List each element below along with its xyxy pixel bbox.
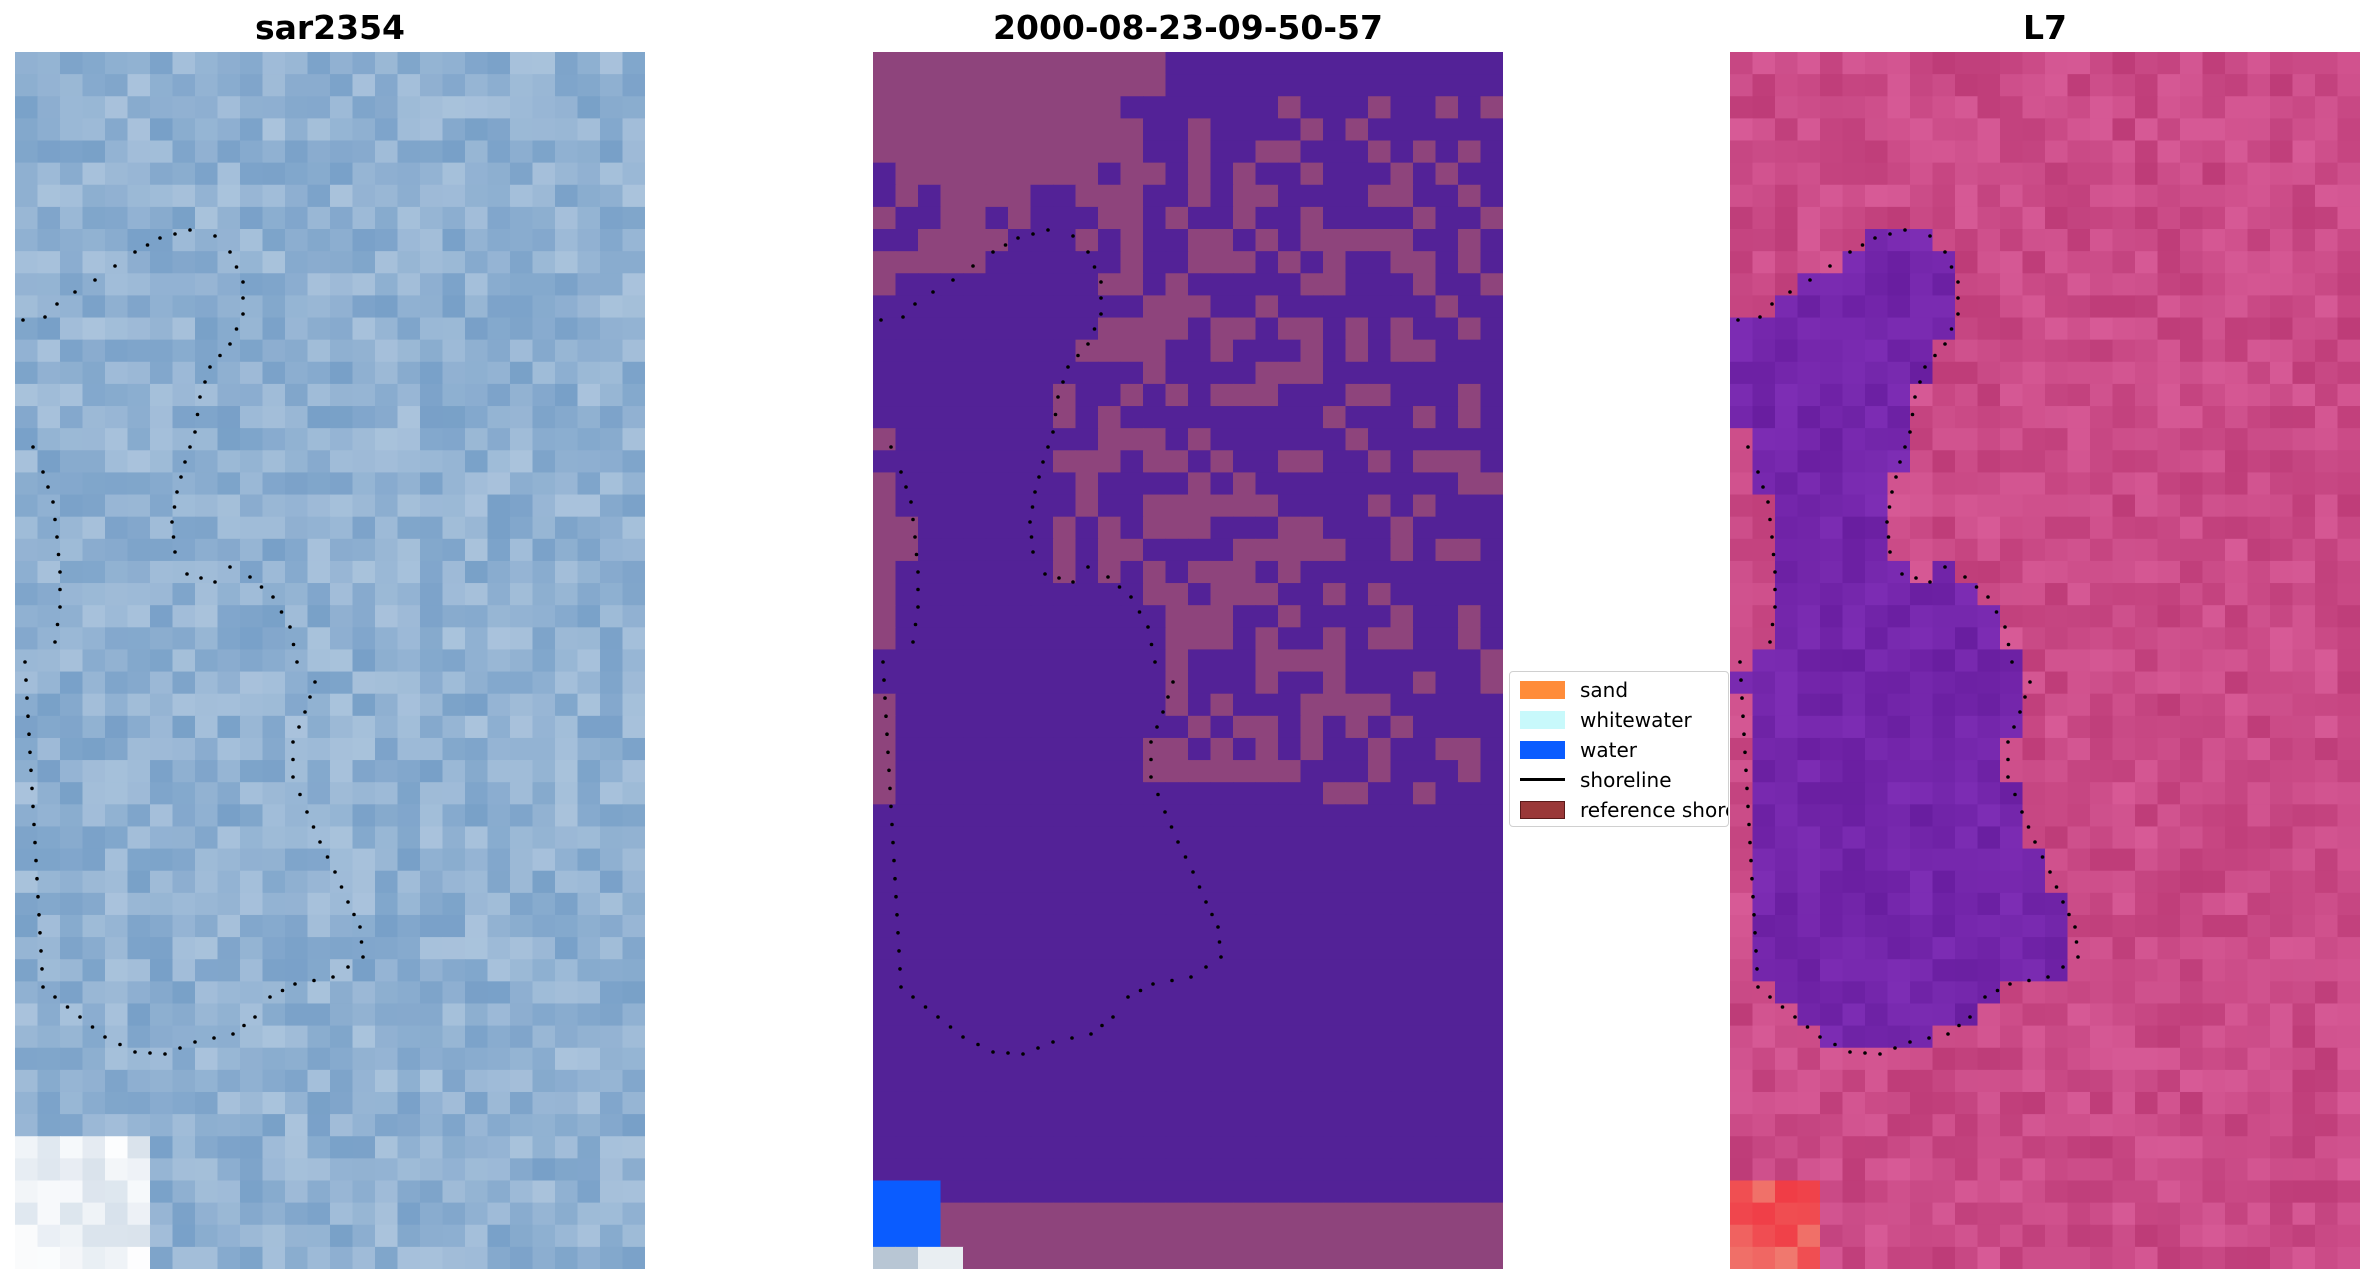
legend-label: shoreline bbox=[1580, 768, 1672, 792]
legend-label: reference shoreline bbox=[1580, 798, 1728, 822]
panel-title: sar2354 bbox=[254, 8, 406, 47]
reference-shoreline-swatch bbox=[1520, 801, 1565, 819]
image-canvas bbox=[1730, 52, 2360, 1269]
legend-label: water bbox=[1580, 738, 1637, 762]
image-canvas bbox=[873, 52, 1503, 1269]
image-canvas bbox=[15, 52, 645, 1269]
whitewater-swatch bbox=[1520, 711, 1565, 729]
legend-label: sand bbox=[1580, 678, 1629, 702]
sand-swatch bbox=[1520, 681, 1565, 699]
panel-title: L7 bbox=[2023, 8, 2067, 47]
satellite-image-l7 bbox=[1730, 52, 2360, 1269]
shoreline-line bbox=[1520, 778, 1565, 781]
water-swatch bbox=[1520, 741, 1565, 759]
legend: sand whitewater water shoreline referenc… bbox=[1509, 671, 1729, 827]
satellite-image-sar bbox=[15, 52, 645, 1269]
legend-label: whitewater bbox=[1580, 708, 1692, 732]
panel-title: 2000-08-23-09-50-57 bbox=[993, 8, 1383, 47]
classified-image bbox=[873, 52, 1503, 1269]
